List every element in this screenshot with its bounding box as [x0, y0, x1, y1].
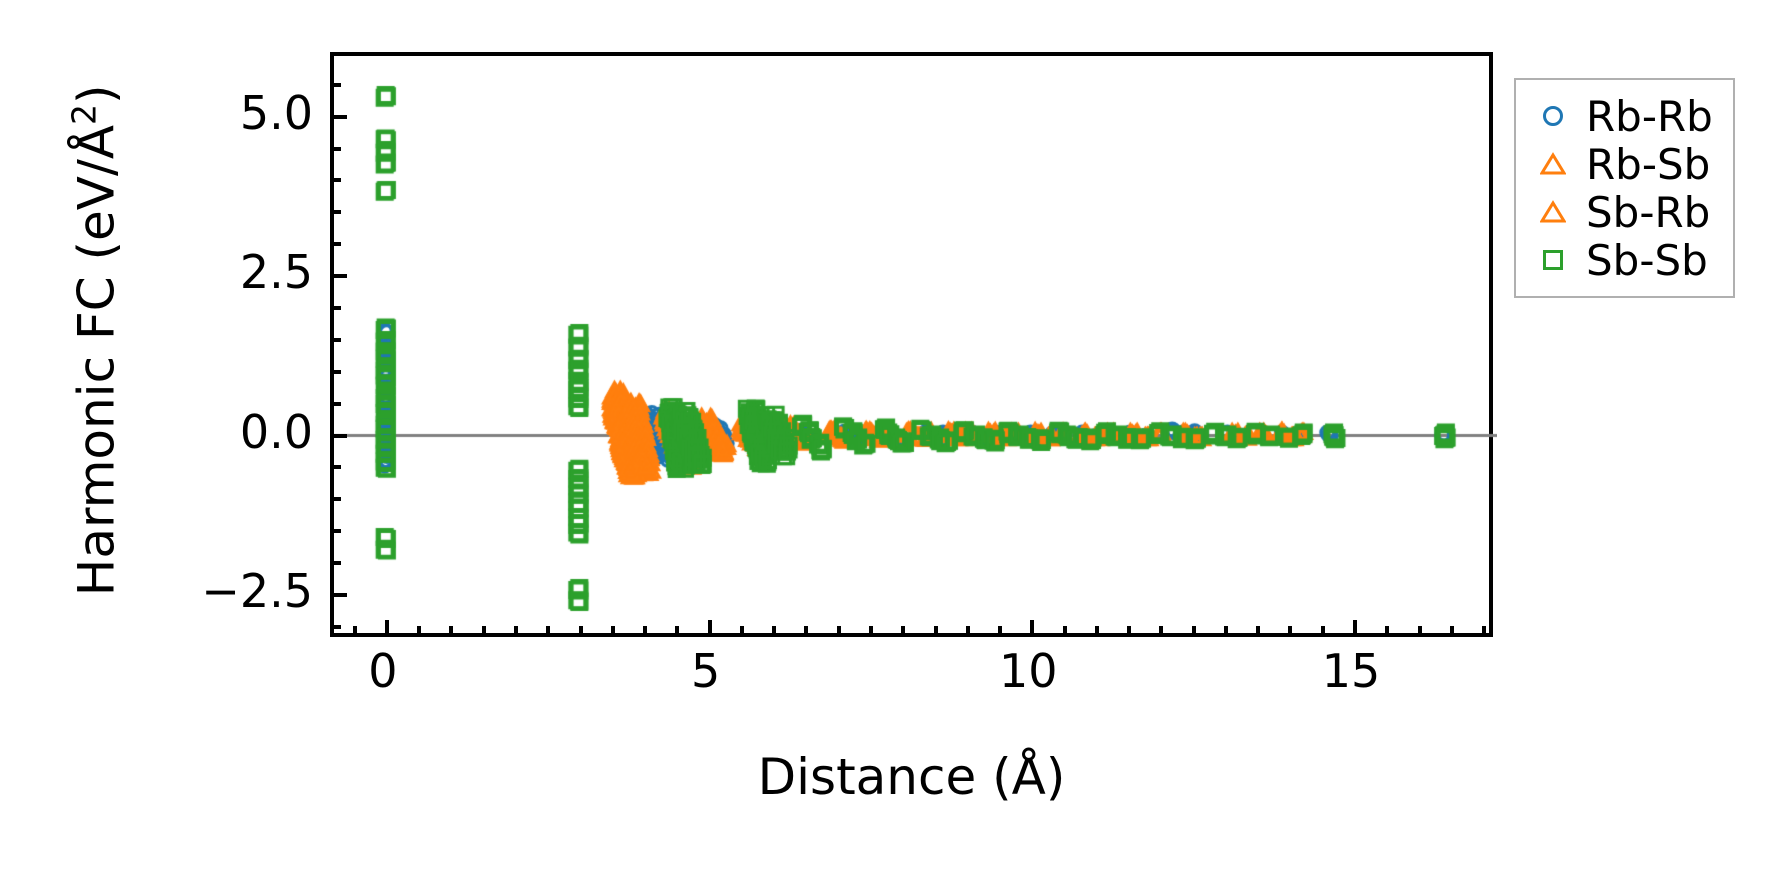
y-axis-label-suffix: )	[67, 84, 126, 104]
legend-item-rb-sb[interactable]: Rb-Sb	[1530, 139, 1713, 189]
circle-marker-icon	[1530, 106, 1576, 126]
square-marker-icon	[1530, 250, 1576, 270]
x-axis-minor-tick	[675, 626, 680, 635]
y-axis-minor-tick	[332, 465, 341, 470]
square-glyph	[1543, 250, 1563, 270]
x-tick-label: 10	[999, 644, 1058, 698]
x-axis-minor-tick	[1385, 626, 1390, 635]
x-axis-minor-tick	[1223, 626, 1228, 635]
y-tick-label: −2.5	[201, 564, 313, 619]
x-axis-minor-tick	[804, 626, 809, 635]
y-axis-minor-tick	[332, 337, 341, 342]
y-axis-label-text: Harmonic FC (eV/Å	[67, 124, 126, 597]
y-axis-minor-tick	[332, 401, 341, 406]
y-axis-minor-tick	[332, 561, 341, 566]
y-axis-minor-tick	[332, 529, 341, 534]
plot-area	[330, 52, 1497, 641]
x-axis-minor-tick	[1191, 626, 1196, 635]
x-axis-minor-tick	[1094, 626, 1099, 635]
x-axis-minor-tick	[901, 626, 906, 635]
x-axis-minor-tick	[1320, 626, 1325, 635]
y-axis-major-tick	[332, 593, 347, 598]
legend-item-sb-sb[interactable]: Sb-Sb	[1530, 235, 1713, 285]
chart-legend: Rb-Rb Rb-Sb Sb-Rb Sb-Sb	[1514, 78, 1735, 298]
x-axis-minor-tick	[998, 626, 1003, 635]
legend-label: Sb-Sb	[1586, 235, 1708, 285]
x-axis-minor-tick	[1449, 626, 1454, 635]
y-axis-minor-tick	[332, 624, 341, 629]
x-axis-minor-tick	[352, 626, 357, 635]
y-axis-label: Harmonic FC (eV/Å2)	[65, 0, 126, 690]
x-axis-minor-tick	[836, 626, 841, 635]
x-axis-minor-tick	[965, 626, 970, 635]
x-tick-label: 0	[368, 644, 398, 698]
y-axis-minor-tick	[332, 146, 341, 151]
x-axis-minor-tick	[1062, 626, 1067, 635]
y-axis-minor-tick	[332, 82, 341, 87]
y-axis-minor-tick	[332, 178, 341, 183]
x-axis-minor-tick	[933, 626, 938, 635]
x-axis-minor-tick	[1159, 626, 1164, 635]
x-axis-major-tick	[707, 620, 712, 635]
x-axis-minor-tick	[868, 626, 873, 635]
y-tick-label: 0.0	[239, 404, 313, 459]
legend-label: Rb-Rb	[1586, 91, 1713, 141]
x-axis-minor-tick	[610, 626, 615, 635]
y-axis-minor-tick	[332, 305, 341, 310]
x-axis-label: Distance (Å)	[757, 748, 1066, 806]
x-tick-label: 5	[690, 644, 721, 698]
legend-label: Rb-Sb	[1586, 139, 1711, 189]
x-axis-minor-tick	[546, 626, 551, 635]
y-tick-label: 5.0	[239, 85, 313, 140]
x-axis-minor-tick	[643, 626, 648, 635]
triangle-marker-icon	[1530, 200, 1576, 224]
x-axis-major-tick	[1030, 620, 1035, 635]
y-axis-major-tick	[332, 114, 347, 119]
legend-item-sb-rb[interactable]: Sb-Rb	[1530, 187, 1713, 237]
y-axis-major-tick	[332, 274, 347, 279]
y-axis-minor-tick	[332, 497, 341, 502]
x-axis-major-tick	[384, 620, 389, 635]
x-axis-major-tick	[1353, 620, 1357, 635]
triangle-glyph	[1540, 152, 1566, 175]
triangle-glyph	[1540, 200, 1566, 223]
x-axis-minor-tick	[417, 626, 422, 635]
legend-item-rb-rb[interactable]: Rb-Rb	[1530, 91, 1713, 141]
x-axis-minor-tick	[1288, 626, 1293, 635]
y-axis-minor-tick	[332, 210, 341, 215]
y-axis-major-tick	[332, 433, 347, 438]
x-axis-minor-tick	[578, 626, 583, 635]
legend-label: Sb-Rb	[1586, 187, 1711, 237]
x-axis-minor-tick	[739, 626, 744, 635]
x-axis-minor-tick	[449, 626, 454, 635]
circle-glyph	[1543, 106, 1563, 126]
y-tick-label: 2.5	[239, 245, 313, 300]
triangle-marker-icon	[1530, 152, 1576, 176]
y-axis-minor-tick	[332, 242, 341, 247]
scatter-plot-canvas	[334, 56, 1497, 641]
x-axis-minor-tick	[1417, 626, 1422, 635]
x-axis-minor-tick	[772, 626, 777, 635]
x-axis-minor-tick	[481, 626, 486, 635]
y-axis-minor-tick	[332, 369, 341, 374]
x-axis-minor-tick	[1482, 626, 1487, 635]
x-tick-label: 15	[1321, 644, 1381, 698]
x-axis-minor-tick	[1127, 626, 1132, 635]
x-axis-minor-tick	[1256, 626, 1261, 635]
y-axis-label-exponent: 2	[64, 103, 104, 125]
x-axis-minor-tick	[514, 626, 518, 635]
